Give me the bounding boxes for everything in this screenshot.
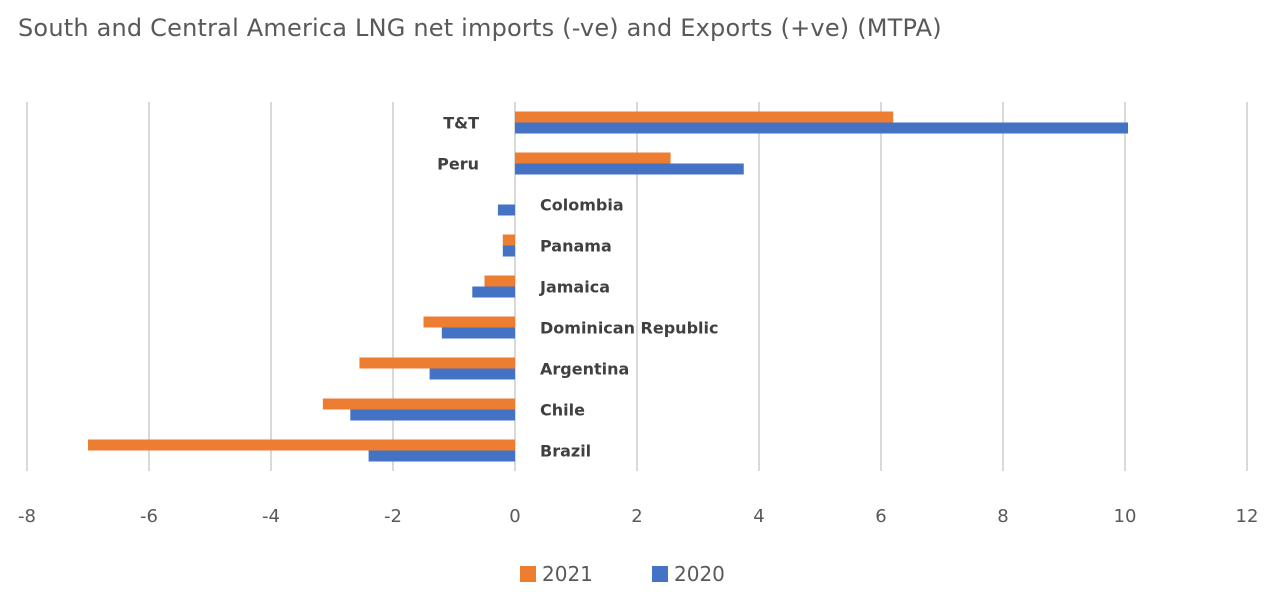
bar-2020-6 — [429, 368, 515, 380]
x-tick-label-8: 8 — [997, 506, 1008, 527]
legend-label-2020: 2020 — [674, 562, 725, 586]
category-label-8: Brazil — [540, 442, 591, 461]
bar-2020-2 — [497, 204, 515, 216]
category-labels: T&T Peru Colombia Panama Jamaica Dominican Re… — [437, 114, 718, 461]
x-tick-label-4: 0 — [509, 506, 520, 527]
bar-2020-1 — [515, 163, 744, 175]
x-tick-label-2: -4 — [262, 506, 280, 527]
bar-2021-8 — [88, 439, 515, 451]
category-label-3: Panama — [540, 237, 612, 256]
bar-2020-4 — [472, 286, 515, 298]
x-tick-label-7: 6 — [875, 506, 886, 527]
legend-label-2021: 2021 — [542, 562, 593, 586]
x-tick-label-0: -8 — [18, 506, 36, 527]
bars — [88, 111, 1129, 462]
x-tick-label-1: -6 — [140, 506, 158, 527]
gridlines — [26, 102, 1248, 471]
bar-2021-1 — [515, 152, 671, 164]
bar-2021-4 — [484, 275, 515, 287]
bar-2021-3 — [502, 234, 515, 246]
x-tick-label-9: 10 — [1114, 506, 1137, 527]
chart-title: South and Central America LNG net import… — [18, 14, 942, 42]
x-axis-ticks: -8 -6 -4 -2 0 2 4 6 8 10 12 — [18, 506, 1258, 527]
bar-2020-7 — [350, 409, 515, 421]
category-label-2: Colombia — [540, 196, 624, 215]
bar-2020-0 — [515, 122, 1129, 134]
bar-2021-7 — [322, 398, 515, 410]
category-label-7: Chile — [540, 401, 585, 420]
legend-swatch-2020 — [652, 566, 668, 582]
category-label-1: Peru — [437, 155, 479, 174]
x-tick-label-3: -2 — [384, 506, 402, 527]
legend: 2021 2020 — [520, 562, 725, 586]
legend-swatch-2021 — [520, 566, 536, 582]
category-label-4: Jamaica — [539, 278, 610, 297]
category-label-6: Argentina — [540, 360, 629, 379]
bar-2020-5 — [441, 327, 515, 339]
category-label-0: T&T — [443, 114, 479, 133]
bar-2021-5 — [423, 316, 515, 328]
x-tick-label-6: 4 — [753, 506, 764, 527]
bar-2021-6 — [359, 357, 515, 369]
x-tick-label-10: 12 — [1236, 506, 1259, 527]
category-label-5: Dominican Republic — [540, 319, 718, 338]
bar-2020-8 — [368, 450, 515, 462]
bar-2020-3 — [502, 245, 515, 257]
x-tick-label-5: 2 — [631, 506, 642, 527]
bar-2021-0 — [515, 111, 894, 123]
